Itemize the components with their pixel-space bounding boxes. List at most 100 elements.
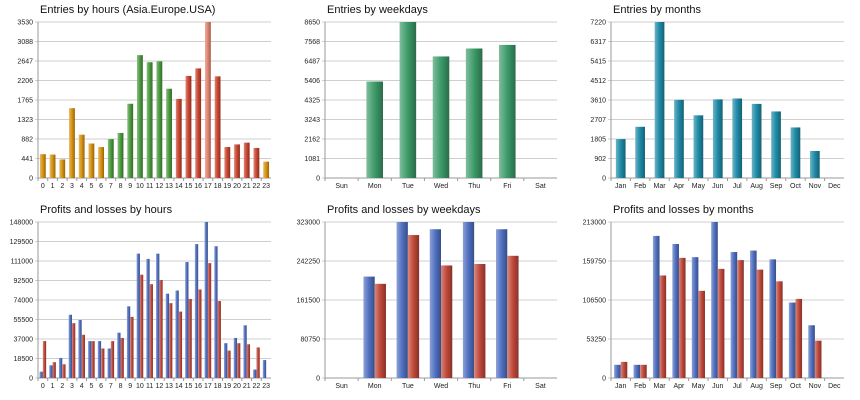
x-tick-label: 18 — [214, 183, 222, 190]
x-tick-label: 16 — [194, 183, 202, 190]
x-tick-label: Jun — [712, 183, 723, 190]
x-tick-label: Aug — [750, 183, 763, 190]
bar — [224, 147, 231, 178]
x-tick-label: Tue — [402, 183, 414, 190]
x-tick-label: Sun — [335, 183, 348, 190]
chart-profits-losses-by-months: Profits and losses by months 0 53250 106500… — [573, 200, 860, 400]
chart-title: Profits and losses by hours — [40, 204, 173, 216]
x-tick-label: 6 — [99, 383, 103, 390]
y-tick-label: 3088 — [17, 39, 33, 46]
x-tick-label: 23 — [262, 383, 270, 390]
bar — [97, 341, 102, 378]
bar — [107, 139, 114, 178]
bar — [214, 246, 218, 378]
bar — [399, 22, 417, 178]
bar — [137, 55, 143, 179]
x-tick-label: Jan — [615, 183, 626, 190]
x-tick-label: 21 — [243, 383, 251, 390]
x-tick-label: Wed — [434, 383, 448, 390]
y-tick-label: 6487 — [304, 59, 320, 66]
bar — [217, 301, 221, 378]
y-tick-label: 902 — [594, 156, 606, 163]
x-tick-label: Sep — [770, 383, 783, 390]
bar — [246, 344, 251, 378]
bar — [91, 341, 95, 378]
y-tick-label: 441 — [21, 156, 33, 163]
y-tick-label: 8650 — [304, 20, 320, 27]
y-tick-label: 3610 — [590, 98, 606, 105]
x-tick-label: May — [692, 383, 706, 390]
x-tick-label: Sun — [335, 383, 348, 390]
bar — [674, 99, 684, 178]
bar — [42, 341, 47, 378]
x-tick-label: 8 — [119, 183, 123, 190]
bar — [139, 274, 144, 378]
bar — [698, 290, 705, 378]
bar — [499, 44, 516, 178]
y-tick-label: 161500 — [297, 298, 320, 305]
bar — [374, 283, 386, 378]
y-tick-label: 4512 — [590, 78, 606, 85]
chart-profits-losses-by-hours: Profits and losses by hours 0 18500 37000 55… — [0, 200, 287, 400]
y-tick-label: 159750 — [583, 259, 606, 266]
y-tick-label: 323000 — [297, 220, 320, 227]
bar — [711, 222, 718, 378]
x-tick-label: 12 — [155, 383, 163, 390]
x-tick-label: 22 — [253, 183, 261, 190]
x-tick-label: Jul — [733, 183, 742, 190]
bar — [127, 103, 134, 178]
x-tick-label: 22 — [253, 383, 261, 390]
x-tick-label: 10 — [136, 183, 144, 190]
bar — [78, 134, 85, 178]
x-tick-label: Mar — [654, 383, 667, 390]
bar — [795, 298, 803, 378]
bar — [204, 222, 208, 378]
x-tick-label: Oct — [790, 183, 801, 190]
x-tick-label: 21 — [243, 183, 251, 190]
bar — [465, 48, 483, 178]
bar — [407, 235, 420, 378]
bar — [117, 132, 124, 178]
chart-svg: Profits and losses by hours0185003700055… — [10, 204, 271, 390]
x-tick-label: Sat — [535, 183, 546, 190]
bar — [253, 369, 257, 378]
bar — [185, 75, 192, 178]
x-tick-label: Sat — [535, 383, 546, 390]
chart-title: Entries by months — [613, 4, 702, 16]
x-tick-label: Jul — [733, 383, 742, 390]
bar — [640, 364, 647, 378]
x-tick-label: 7 — [109, 383, 113, 390]
bar — [130, 316, 134, 378]
bar — [146, 62, 153, 178]
x-tick-label: 16 — [194, 383, 202, 390]
bar — [620, 361, 628, 378]
bar — [136, 253, 140, 378]
bar — [732, 98, 743, 178]
bar — [49, 365, 53, 378]
chart-svg: Entries by weekdays 0 1081 2162 3243 4325 5406… — [304, 4, 557, 190]
bar — [204, 22, 211, 178]
y-tick-label: 4325 — [304, 98, 320, 105]
bar — [751, 103, 762, 178]
bar — [790, 127, 801, 178]
x-tick-label: 13 — [165, 383, 173, 390]
bar — [120, 337, 124, 378]
bar — [88, 341, 92, 378]
y-tick-label: 18500 — [14, 356, 34, 363]
bar — [107, 348, 111, 378]
bar — [730, 252, 738, 378]
bar — [678, 257, 686, 378]
x-tick-label: May — [692, 183, 706, 190]
x-tick-label: Apr — [674, 183, 686, 190]
chart-svg: Entries by hours (Asia.Europe.USA)044188… — [17, 4, 271, 190]
bar — [396, 222, 408, 378]
x-tick-label: 8 — [119, 383, 123, 390]
bar — [776, 281, 783, 378]
bar — [615, 139, 626, 178]
y-tick-label: 6317 — [590, 39, 606, 46]
y-tick-label: 242250 — [297, 259, 320, 266]
bar — [756, 269, 764, 378]
y-tick-label: 2647 — [17, 59, 33, 66]
x-tick-label: Jan — [615, 383, 626, 390]
